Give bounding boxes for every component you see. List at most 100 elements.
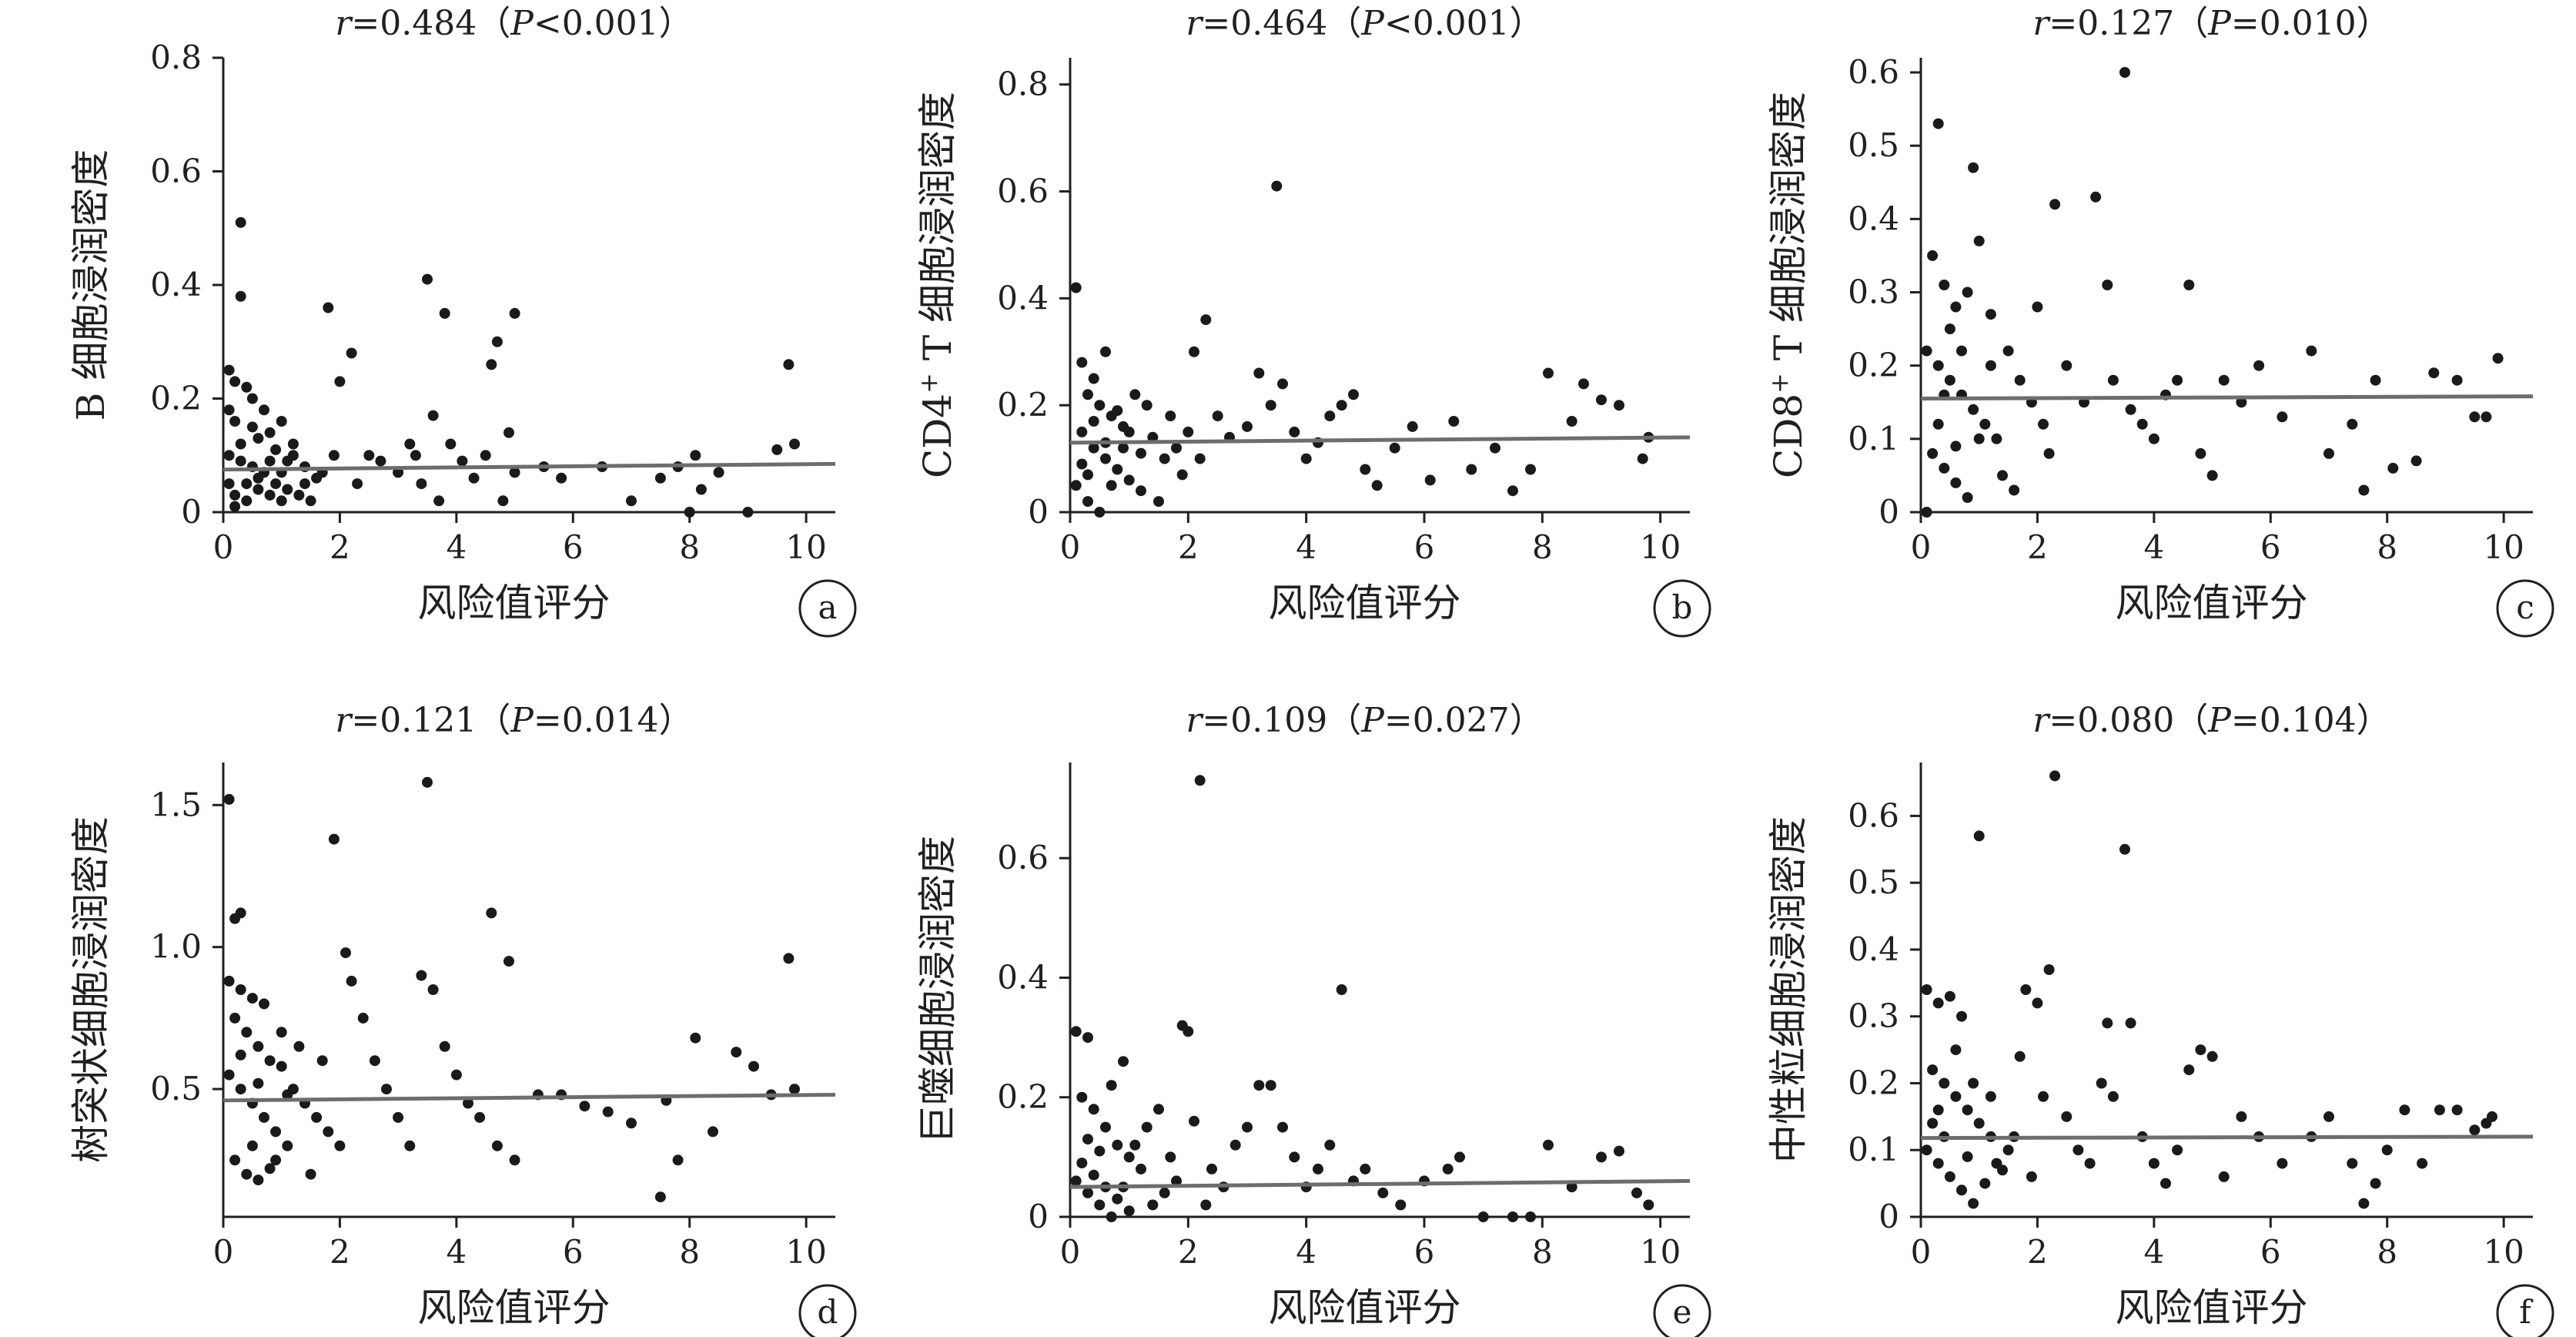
- scatter-point: [1289, 1151, 1300, 1163]
- title-part-title-p: P: [2207, 4, 2232, 43]
- scatter-point: [2043, 964, 2055, 975]
- x-tick-label: 2: [2027, 1233, 2048, 1271]
- scatter-point: [2218, 374, 2230, 386]
- scatter-point: [305, 495, 316, 507]
- scatter-point: [486, 359, 497, 370]
- x-tick-label: 0: [1911, 528, 1932, 566]
- scatter-point: [404, 1140, 416, 1151]
- title-part-title-tail: =0.014）: [534, 701, 693, 740]
- scatter-point: [223, 478, 235, 490]
- scatter-point: [1153, 496, 1164, 508]
- x-tick-label: 2: [2027, 528, 2048, 566]
- regression-line: [1920, 394, 2534, 400]
- x-axis-label: 风险值评分: [1269, 1285, 1461, 1330]
- scatter-point: [422, 273, 433, 285]
- scatter-point: [270, 444, 282, 455]
- scatter-point: [1950, 477, 1962, 488]
- scatter-point: [1112, 1139, 1123, 1151]
- title-part-title-r: r: [335, 701, 353, 740]
- x-tick-label: 4: [1296, 528, 1316, 566]
- scatter-point: [229, 1154, 241, 1166]
- scatter-point: [1082, 496, 1093, 508]
- scatter-point: [1360, 464, 1371, 475]
- scatter-point: [463, 1097, 473, 1109]
- y-tick-label: 0.4: [997, 279, 1049, 317]
- scatter-point: [1566, 1181, 1577, 1193]
- scatter-point: [1253, 1080, 1265, 1091]
- scatter-point: [1136, 485, 1146, 497]
- panel-title: r=0.080（P=0.104）: [2032, 701, 2390, 740]
- scatter-point: [713, 467, 724, 478]
- scatter-point: [1614, 400, 1624, 411]
- scatter-point: [235, 1049, 246, 1061]
- x-tick-label: 0: [213, 528, 234, 566]
- scatter-point: [579, 1101, 590, 1112]
- scatter-point: [1106, 480, 1117, 491]
- scatter-point: [1932, 997, 1944, 1009]
- scatter-point: [328, 450, 340, 461]
- scatter-point: [1939, 1077, 1950, 1089]
- scatter-point: [1070, 1026, 1082, 1037]
- x-tick-label: 8: [2377, 1233, 2397, 1271]
- scatter-point: [1141, 1121, 1153, 1133]
- y-tick-label: 0.3: [1848, 273, 1899, 311]
- scatter-point: [672, 1154, 684, 1166]
- scatter-point: [1088, 442, 1099, 454]
- scatter-point: [468, 472, 480, 484]
- scatter-point: [1324, 410, 1336, 422]
- scatter-point: [2195, 447, 2206, 459]
- y-tick-label: 0: [1028, 493, 1049, 531]
- scatter-point: [241, 478, 253, 490]
- panel-e: r=0.109（P=0.027） 0 2 4 6 8 10 0 0.2 0.4 0.6 风险值评分 巨噬…: [915, 701, 1711, 1337]
- scatter-point: [1466, 464, 1477, 475]
- x-tick-label: 6: [1414, 528, 1435, 566]
- scatter-point: [2136, 418, 2148, 430]
- scatter-point: [2277, 411, 2288, 423]
- scatter-point: [1300, 453, 1312, 464]
- scatter-point: [1596, 394, 1607, 406]
- regression-line: [1920, 1134, 2534, 1141]
- scatter-point: [1979, 418, 1991, 430]
- y-axis-label: 树突状细胞浸润密度: [69, 816, 113, 1163]
- scatter-point: [1962, 492, 1973, 503]
- scatter-point: [690, 1032, 701, 1044]
- title-part-title-p: P: [1360, 701, 1385, 740]
- scatter-point: [1165, 1151, 1176, 1163]
- x-axis-label: 风险值评分: [1269, 581, 1461, 625]
- panel-letter: a: [818, 588, 837, 626]
- scatter-point: [1336, 984, 1347, 995]
- scatter-point: [2119, 843, 2130, 855]
- x-tick-label: 4: [1296, 1233, 1316, 1271]
- scatter-point: [2277, 1158, 2288, 1169]
- x-axis-label: 风险值评分: [2116, 1285, 2308, 1330]
- x-tick-label: 10: [2483, 1233, 2524, 1271]
- scatter-point: [2469, 411, 2481, 423]
- scatter-point: [742, 507, 754, 518]
- scatter-point: [1643, 1199, 1654, 1211]
- scatter-point: [363, 450, 375, 461]
- x-tick-label: 6: [1414, 1233, 1435, 1271]
- scatter-point: [2434, 1104, 2445, 1116]
- scatter-point: [1932, 1104, 1944, 1116]
- scatter-point: [1950, 1091, 1962, 1102]
- scatter-point: [1979, 1178, 1991, 1189]
- scatter-point: [2358, 1198, 2370, 1209]
- y-axis-label-superscript: +: [914, 373, 943, 394]
- scatter-point: [328, 833, 340, 845]
- scatter-point: [1242, 1121, 1253, 1133]
- scatter-point: [748, 1061, 759, 1072]
- scatter-point: [229, 1012, 241, 1024]
- scatter-point: [2125, 404, 2136, 415]
- title-part-title-rest: =0.080（: [2049, 701, 2208, 740]
- scatter-point: [1265, 1080, 1276, 1091]
- y-tick-label: 0: [1028, 1198, 1049, 1235]
- scatter-point: [439, 307, 450, 319]
- scatter-point: [1253, 367, 1265, 379]
- x-tick-label: 2: [1178, 1233, 1199, 1271]
- scatter-point: [282, 1089, 293, 1101]
- scatter-point: [1454, 1151, 1465, 1163]
- scatter-point: [1159, 1187, 1170, 1198]
- y-tick-label: 0: [181, 493, 202, 531]
- scatter-point: [1921, 507, 1932, 518]
- scatter-point: [1991, 433, 2002, 444]
